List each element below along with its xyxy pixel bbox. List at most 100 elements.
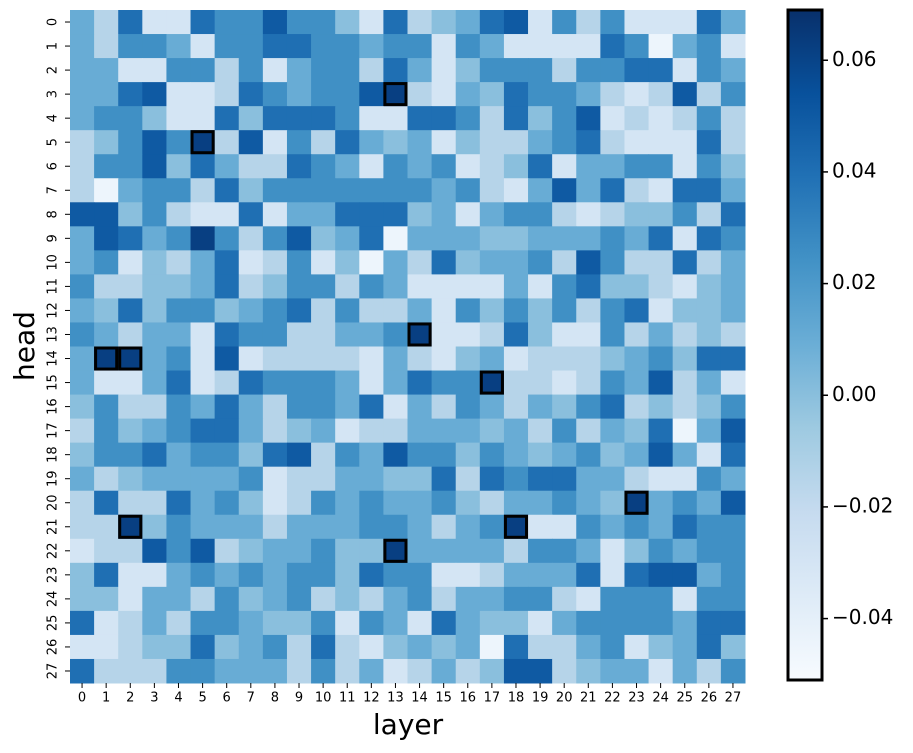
cell: [262, 346, 288, 372]
cell: [238, 658, 264, 684]
cell: [286, 586, 312, 612]
cell: [166, 370, 192, 396]
cell: [118, 106, 143, 131]
y-tick-label: 27: [46, 663, 61, 680]
cell: [262, 538, 288, 564]
cell: [648, 154, 674, 179]
cell: [455, 274, 481, 299]
cell: [431, 586, 457, 612]
cell: [624, 226, 650, 251]
cell: [166, 226, 192, 251]
cell: [600, 346, 625, 372]
cell: [383, 226, 408, 251]
cell: [624, 562, 650, 588]
cell: [648, 418, 674, 444]
cell: [214, 466, 240, 492]
cell: [94, 106, 119, 131]
cell: [214, 634, 240, 660]
cell: [431, 274, 457, 299]
highlight-box: [383, 538, 408, 563]
cell: [214, 418, 240, 444]
cell: [624, 202, 650, 227]
cell: [648, 370, 674, 396]
cell: [648, 34, 674, 59]
cell: [262, 322, 288, 347]
x-tick-label: 18: [508, 691, 525, 706]
cell: [335, 370, 360, 396]
cell: [214, 202, 240, 227]
cell: [190, 178, 216, 203]
cell: [359, 106, 384, 131]
cell: [311, 10, 336, 35]
cell: [359, 274, 384, 299]
y-tick-label: 21: [46, 518, 61, 535]
cell: [335, 298, 360, 323]
cell: [118, 250, 143, 275]
cell: [455, 202, 481, 227]
cell: [118, 586, 143, 612]
cell: [624, 586, 650, 612]
cell: [190, 82, 216, 107]
cell: [455, 394, 481, 420]
cell: [624, 370, 650, 396]
colorbar-tick-label: 0.04: [832, 158, 877, 182]
cell: [142, 346, 167, 372]
cell: [479, 250, 505, 275]
cell: [190, 274, 216, 299]
cell: [407, 610, 433, 636]
cell: [383, 10, 408, 35]
cell: [672, 178, 698, 203]
cell: [648, 58, 674, 83]
x-tick-label: 8: [271, 691, 279, 706]
highlight-box: [407, 322, 432, 347]
cell: [286, 658, 312, 684]
cell: [431, 82, 457, 107]
cell: [503, 178, 529, 203]
cell: [624, 538, 650, 564]
cell: [600, 202, 625, 227]
cell: [503, 514, 529, 540]
cell: [576, 514, 601, 540]
cell: [335, 538, 360, 564]
cell: [455, 514, 481, 540]
cell: [552, 130, 577, 155]
cell: [672, 610, 698, 636]
cell: [142, 586, 167, 612]
cell: [407, 418, 433, 444]
cell: [455, 418, 481, 444]
cell: [431, 610, 457, 636]
cell: [528, 82, 553, 107]
cell: [238, 610, 264, 636]
cell: [118, 538, 143, 564]
cell: [576, 634, 601, 660]
cell: [528, 490, 553, 516]
cell: [359, 490, 384, 516]
cell: [696, 322, 722, 347]
cell: [528, 106, 553, 131]
cell: [311, 610, 336, 636]
y-tick-label: 23: [46, 567, 61, 584]
x-tick-label: 1: [102, 691, 110, 706]
cell: [359, 586, 384, 612]
cell: [479, 538, 505, 564]
cell: [94, 562, 119, 588]
y-tick-label: 3: [46, 90, 61, 98]
cell: [576, 226, 601, 251]
cell: [720, 322, 746, 347]
cell: [142, 226, 167, 251]
cell: [383, 178, 408, 203]
cell: [624, 346, 650, 372]
cell: [118, 274, 143, 299]
cell: [286, 418, 312, 444]
cell: [286, 442, 312, 468]
cell: [359, 178, 384, 203]
cell: [214, 370, 240, 396]
cell: [94, 442, 119, 468]
cell: [142, 538, 167, 564]
cell: [455, 154, 481, 179]
cell: [624, 178, 650, 203]
cell: [359, 82, 384, 107]
cell: [70, 226, 95, 251]
cell: [238, 538, 264, 564]
cell: [455, 346, 481, 372]
